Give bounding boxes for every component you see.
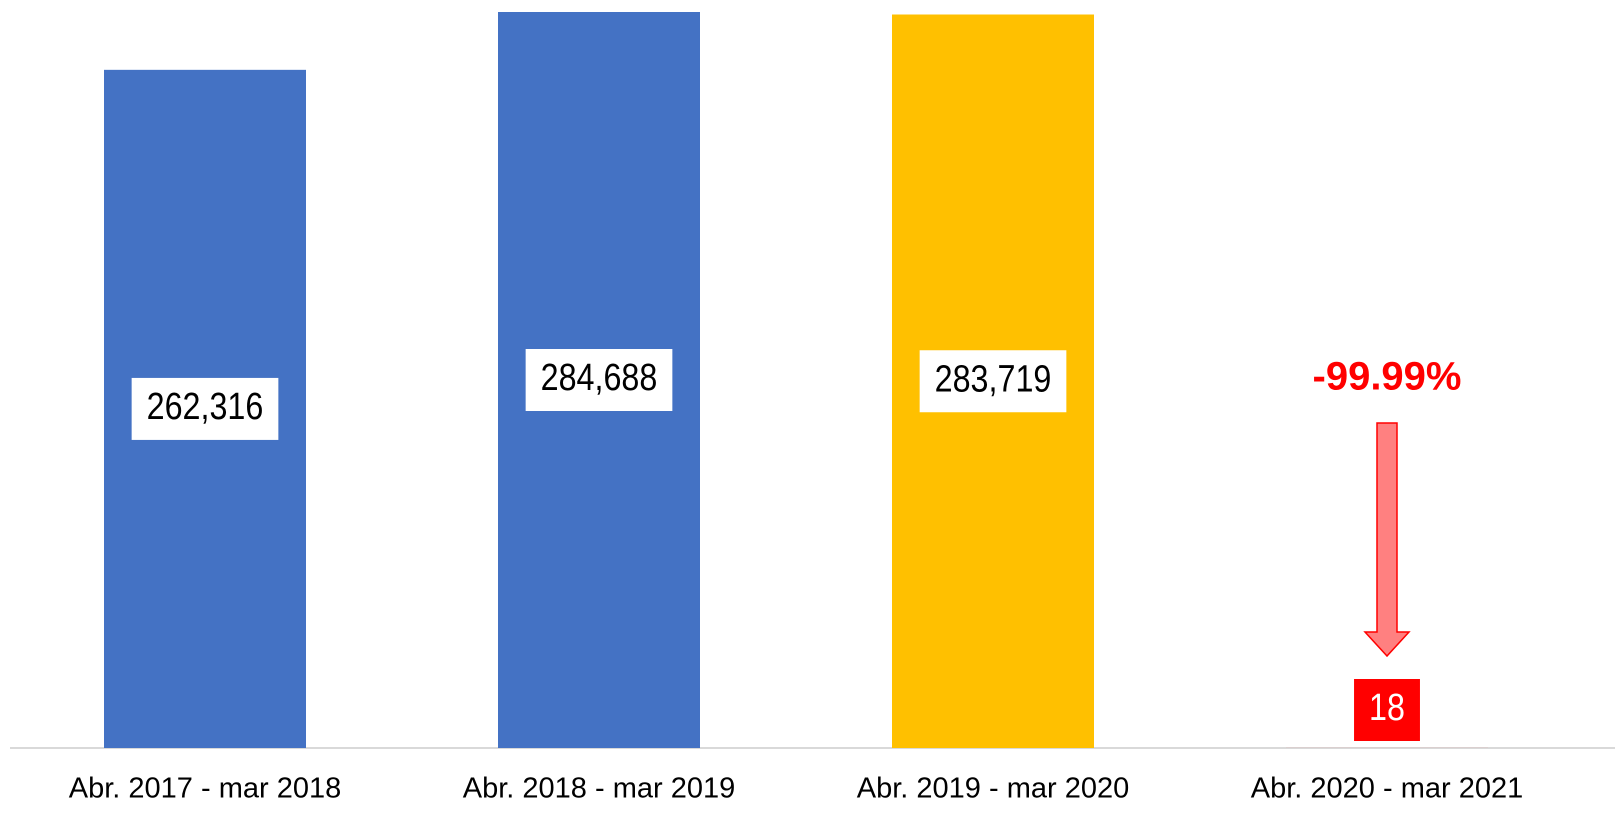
value-label-box <box>525 349 673 411</box>
value-label: 18 <box>1369 687 1405 729</box>
arrow <box>1363 422 1411 658</box>
value-label: 262,316 <box>147 386 264 428</box>
value-label: 284,688 <box>541 357 658 399</box>
x-tick-label: Abr. 2018 - mar 2019 <box>463 773 735 805</box>
x-tick-label: Abr. 2020 - mar 2021 <box>1251 773 1523 805</box>
value-label: 283,719 <box>935 358 1052 400</box>
annotation: -99.99% <box>1313 355 1462 399</box>
value-label-box <box>919 350 1067 413</box>
value-label-box <box>1354 679 1420 741</box>
x-tick-label: Abr. 2017 - mar 2018 <box>69 773 341 805</box>
x-tick-label: Abr. 2019 - mar 2020 <box>857 773 1129 805</box>
value-label-box <box>131 377 279 440</box>
